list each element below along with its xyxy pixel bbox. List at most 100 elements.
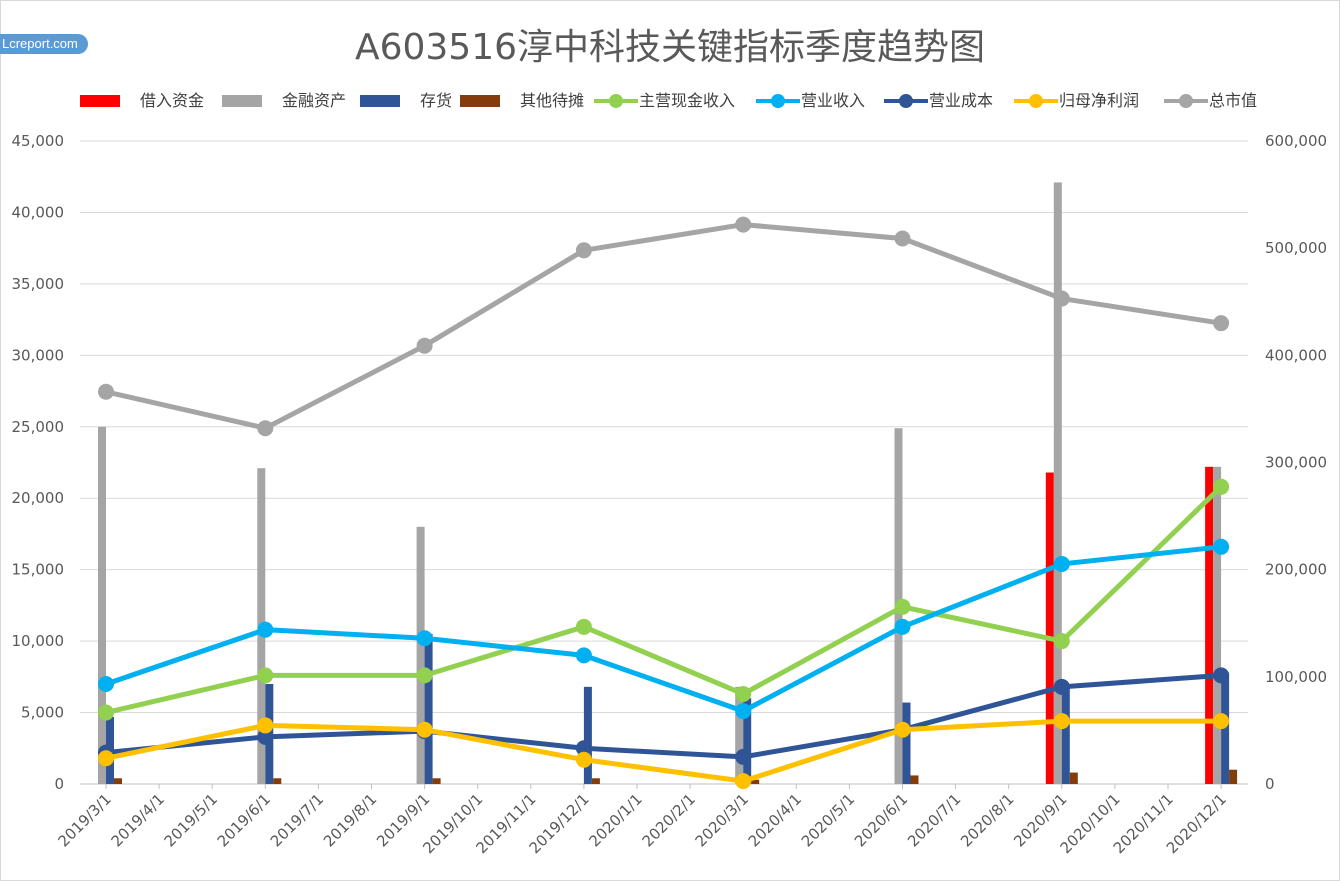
point-营业成本 <box>1053 678 1070 695</box>
bar-存货 <box>902 702 911 784</box>
y-left-tick-label: 40,000 <box>12 203 65 221</box>
point-主营现金收入 <box>735 685 752 702</box>
point-营业成本 <box>257 728 274 745</box>
point-主营现金收入 <box>575 618 592 635</box>
point-营业收入 <box>894 618 911 635</box>
bar-其他待摊 <box>910 775 919 784</box>
y-left-tick-label: 15,000 <box>12 561 65 579</box>
bar-借入资金 <box>1045 472 1054 784</box>
legend-label: 主营现金收入 <box>639 91 736 110</box>
point-营业收入 <box>1213 538 1230 555</box>
point-营业收入 <box>1053 555 1070 572</box>
legend-label: 营业成本 <box>929 91 994 110</box>
point-总市值 <box>98 383 114 400</box>
y-left-tick-label: 25,000 <box>12 418 65 436</box>
point-营业收入 <box>257 621 274 638</box>
point-总市值 <box>735 216 752 233</box>
y-right-tick-label: 100,000 <box>1265 668 1327 686</box>
point-总市值 <box>1213 315 1230 332</box>
point-主营现金收入 <box>257 667 274 684</box>
point-归母净利润 <box>575 751 592 768</box>
y-left-tick-label: 20,000 <box>12 489 65 507</box>
point-总市值 <box>416 337 433 354</box>
x-tick-label: 2019/3/1 <box>54 790 114 850</box>
legend-marker <box>1179 94 1193 108</box>
point-总市值 <box>894 230 911 247</box>
legend-marker <box>771 94 785 108</box>
point-营业成本 <box>1213 667 1230 684</box>
legend-marker <box>609 94 623 108</box>
legend-swatch <box>80 95 120 107</box>
bar-存货 <box>1221 672 1230 784</box>
line-营业成本 <box>105 672 1222 760</box>
x-tick-label: 2020/7/1 <box>904 790 964 850</box>
bar-其他待摊 <box>591 778 600 784</box>
point-主营现金收入 <box>98 704 114 721</box>
x-tick-label: 2019/5/1 <box>161 790 221 850</box>
y-left-tick-label: 35,000 <box>12 275 65 293</box>
x-tick-label: 2019/6/1 <box>214 790 274 850</box>
bar-其他待摊 <box>114 778 122 784</box>
x-tick-label: 2020/8/1 <box>957 790 1017 850</box>
y-left-tick-label: 0 <box>54 775 64 793</box>
point-主营现金收入 <box>1213 478 1230 495</box>
legend: 借入资金 金融资产 存货 其他待摊 主营现金收入 营业收入 营业成本 归母净利润 总市值 <box>0 88 1340 114</box>
x-tick-label: 2020/5/1 <box>798 790 858 850</box>
x-tick-label: 2020/2/1 <box>639 790 699 850</box>
y-right-tick-label: 600,000 <box>1265 132 1327 150</box>
x-tick-label: 2020/6/1 <box>851 790 911 850</box>
point-主营现金收入 <box>1053 633 1070 650</box>
bar-金融资产 <box>98 426 106 784</box>
legend-label: 营业收入 <box>801 91 866 110</box>
point-营业成本 <box>575 740 592 757</box>
legend-marker <box>899 94 913 108</box>
chart-title: A603516淳中科技关键指标季度趋势图 <box>354 27 986 68</box>
y-left-tick-label: 45,000 <box>12 132 65 150</box>
legend-label: 其他待摊 <box>520 91 585 110</box>
point-归母净利润 <box>735 773 752 790</box>
bar-存货 <box>583 686 592 784</box>
legend-marker <box>1029 94 1043 108</box>
x-tick-label: 2020/1/1 <box>585 790 645 850</box>
y-right-tick-label: 400,000 <box>1265 346 1327 364</box>
y-left-tick-label: 30,000 <box>12 346 65 364</box>
y-left-tick-label: 10,000 <box>12 632 65 650</box>
line-归母净利润 <box>105 718 1222 784</box>
bar-存货 <box>743 698 752 784</box>
point-主营现金收入 <box>894 598 911 615</box>
bar-其他待摊 <box>432 778 441 784</box>
point-归母净利润 <box>257 717 274 734</box>
x-tick-label: 2019/7/1 <box>267 790 327 850</box>
legend-swatch <box>360 95 400 107</box>
point-营业收入 <box>735 703 752 720</box>
bar-存货 <box>1061 686 1070 784</box>
y-right-tick-label: 200,000 <box>1265 561 1327 579</box>
point-归母净利润 <box>416 721 433 738</box>
y-left-tick-label: 5,000 <box>21 704 64 722</box>
line-营业收入 <box>105 544 1222 714</box>
legend-swatch <box>460 95 500 107</box>
point-归母净利润 <box>98 750 114 767</box>
point-营业收入 <box>98 675 114 692</box>
bar-金融资产 <box>1213 466 1222 784</box>
point-总市值 <box>257 420 274 437</box>
line-总市值 <box>105 222 1222 431</box>
legend-label: 金融资产 <box>282 91 347 110</box>
legend-label: 存货 <box>420 91 453 110</box>
y-right-tick-label: 500,000 <box>1265 239 1327 257</box>
bar-借入资金 <box>1205 466 1214 784</box>
bar-其他待摊 <box>1229 769 1238 784</box>
point-归母净利润 <box>1053 713 1070 730</box>
x-tick-label: 2019/4/1 <box>108 790 168 850</box>
point-主营现金收入 <box>416 667 433 684</box>
bar-金融资产 <box>1053 182 1062 785</box>
point-总市值 <box>575 242 592 259</box>
point-营业收入 <box>575 647 592 664</box>
point-营业收入 <box>416 630 433 647</box>
bar-存货 <box>424 633 433 784</box>
bar-其他待摊 <box>273 778 282 784</box>
point-归母净利润 <box>1213 713 1230 730</box>
line-主营现金收入 <box>105 484 1223 715</box>
bar-其他待摊 <box>1069 772 1078 784</box>
legend-swatch <box>222 95 262 107</box>
